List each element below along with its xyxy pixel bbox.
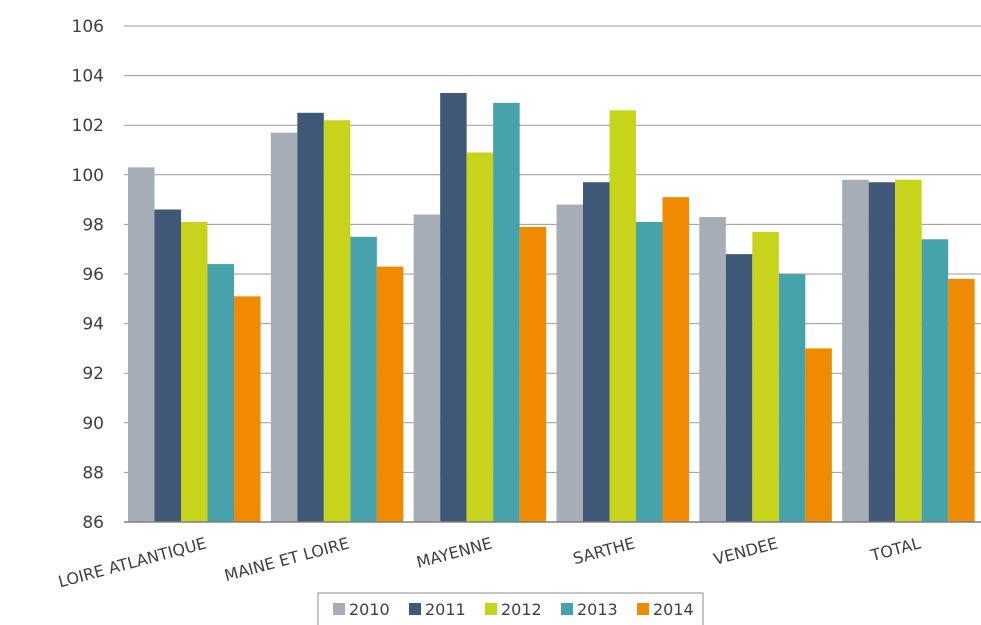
bar-2014-sarthe bbox=[662, 197, 689, 522]
bars bbox=[128, 92, 975, 523]
x-axis-category-labels: LOIRE ATLANTIQUE MAINE ET LOIRE MAYENNE SAR… bbox=[56, 533, 923, 591]
y-tick-label: 96 bbox=[82, 265, 104, 285]
x-category-label: MAINE ET LOIRE bbox=[222, 534, 351, 586]
legend-label: 2010 bbox=[349, 600, 390, 619]
bar-2011-vendee bbox=[725, 254, 753, 522]
legend: 2010 2011 2012 2013 2014 bbox=[317, 592, 704, 625]
bar-2013-mayenne bbox=[493, 102, 520, 522]
y-tick-label: 88 bbox=[82, 463, 104, 483]
bar-2014-mayenne bbox=[519, 226, 547, 522]
bar-2012-loire-atlantique bbox=[181, 221, 208, 523]
bar-2014-total bbox=[948, 278, 975, 522]
y-tick-label: 92 bbox=[82, 364, 104, 384]
legend-swatch-2013 bbox=[561, 603, 573, 615]
bar-2010-vendee bbox=[699, 216, 726, 522]
bar-2013-vendee bbox=[778, 274, 806, 522]
y-tick-label: 106 bbox=[72, 17, 104, 37]
bar-2011-maine-et-loire bbox=[297, 112, 324, 523]
bar-2013-sarthe bbox=[636, 221, 663, 523]
bar-2011-sarthe bbox=[583, 182, 610, 523]
bar-2014-maine-et-loire bbox=[376, 266, 404, 522]
y-tick-label: 90 bbox=[82, 414, 104, 434]
bar-2012-total bbox=[895, 179, 922, 522]
legend-swatch-2010 bbox=[333, 603, 345, 615]
x-category-label: VENDEE bbox=[712, 534, 780, 569]
y-tick-label: 86 bbox=[82, 513, 104, 533]
bar-2011-mayenne bbox=[440, 92, 467, 523]
y-tick-label: 94 bbox=[82, 315, 104, 335]
bar-2014-vendee bbox=[805, 348, 832, 522]
y-tick-label: 104 bbox=[72, 67, 104, 87]
legend-label: 2011 bbox=[425, 600, 466, 619]
bar-2011-loire-atlantique bbox=[154, 209, 181, 522]
bar-2013-loire-atlantique bbox=[207, 264, 234, 522]
x-category-label: TOTAL bbox=[868, 533, 923, 565]
bar-2012-maine-et-loire bbox=[323, 120, 351, 523]
legend-swatch-2014 bbox=[637, 603, 649, 615]
bar-2012-mayenne bbox=[466, 152, 494, 523]
bar-2013-maine-et-loire bbox=[350, 236, 377, 523]
bar-2010-mayenne bbox=[413, 214, 441, 523]
bar-2010-loire-atlantique bbox=[128, 167, 155, 523]
y-tick-label: 98 bbox=[82, 215, 104, 235]
y-tick-label: 100 bbox=[72, 166, 104, 186]
legend-label: 2014 bbox=[653, 600, 694, 619]
bar-2010-maine-et-loire bbox=[270, 132, 298, 522]
bar-2010-sarthe bbox=[556, 204, 583, 522]
x-category-label: MAYENNE bbox=[414, 534, 494, 572]
legend-swatch-2012 bbox=[485, 603, 497, 615]
y-tick-label: 102 bbox=[72, 116, 104, 136]
x-category-label: LOIRE ATLANTIQUE bbox=[56, 534, 208, 592]
x-category-label: SARTHE bbox=[571, 534, 637, 569]
bar-2011-total bbox=[868, 182, 896, 523]
y-axis-tick-labels: 106 104 102 100 98 96 94 92 90 88 86 bbox=[72, 17, 104, 533]
bar-2013-total bbox=[921, 239, 949, 522]
bar-2014-loire-atlantique bbox=[234, 296, 261, 522]
bar-2012-sarthe bbox=[609, 110, 636, 522]
bar-2010-total bbox=[842, 179, 869, 522]
legend-label: 2013 bbox=[577, 600, 618, 619]
legend-swatch-2011 bbox=[409, 603, 421, 615]
legend-label: 2012 bbox=[501, 600, 542, 619]
bar-2012-vendee bbox=[752, 231, 779, 522]
